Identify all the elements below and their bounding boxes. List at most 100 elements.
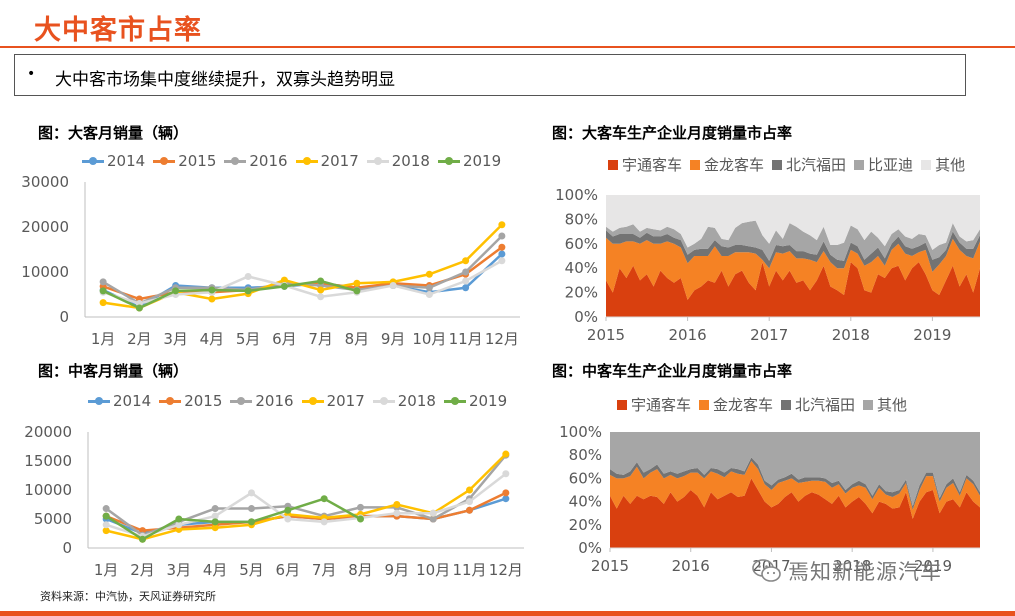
legend-swatch <box>690 159 701 170</box>
bullet-point: • <box>27 66 36 82</box>
legend-label: 2016 <box>255 392 294 410</box>
legend-marker <box>159 396 182 405</box>
data-point-2019 <box>357 515 364 523</box>
legend-item-2019: 2019 <box>443 392 508 410</box>
legend-label: 北汽福田 <box>795 396 856 414</box>
legend-item-比亚迪: 比亚迪 <box>854 154 913 175</box>
x-tick-label: 2017 <box>750 326 788 344</box>
area-series-比亚迪 <box>606 220 980 261</box>
data-point-2017 <box>317 286 325 294</box>
data-point-2018 <box>244 273 252 280</box>
x-tick-label: 3月 <box>163 330 188 348</box>
y-tick-label: 100% <box>559 423 602 441</box>
chart-title-medium-bus-sales: 图：中客月销量（辆） <box>38 362 189 380</box>
y-tick-label: 0 <box>59 308 69 326</box>
data-point-2017 <box>280 276 288 284</box>
data-point-2018 <box>175 521 183 529</box>
area-series-宇通客车 <box>610 478 980 548</box>
data-point-2017 <box>393 501 401 508</box>
legend-marker <box>443 396 466 405</box>
y-tick-label: 20% <box>569 516 602 534</box>
x-tick-label: 2019 <box>914 557 952 575</box>
data-point-2014 <box>498 250 506 258</box>
legend-label: 2018 <box>397 392 436 410</box>
legend-label: 2018 <box>391 152 430 170</box>
legend-label: 金龙客车 <box>713 396 774 414</box>
x-tick-label: 9月 <box>381 330 406 348</box>
x-tick-label: 2018 <box>832 326 870 344</box>
area-series-其他 <box>606 195 980 250</box>
source-note: 资料来源：中汽协，天风证券研究所 <box>40 590 216 603</box>
data-point-2015 <box>466 506 473 514</box>
legend-swatch <box>617 399 627 410</box>
data-point-2016 <box>498 232 506 240</box>
legend-marker <box>437 156 460 165</box>
series-line-2019 <box>102 279 358 310</box>
data-point-2017 <box>211 524 219 532</box>
y-tick-label: 10000 <box>24 481 72 499</box>
legend-label: 2016 <box>249 152 288 170</box>
x-tick-label: 2017 <box>752 557 790 575</box>
series-line-2017 <box>105 453 507 541</box>
data-point-2017 <box>498 221 506 229</box>
legend-item-2017: 2017 <box>301 392 365 410</box>
legend-label: 2019 <box>468 392 508 410</box>
x-tick-label: 8月 <box>345 330 370 348</box>
area-series-其他 <box>610 432 980 507</box>
series-line-2015 <box>105 491 507 532</box>
x-tick-label: 5月 <box>236 330 261 348</box>
data-point-2017 <box>353 279 361 287</box>
legend-medium-bus-share: 宇通客车 金龙客车 北汽福田 其他 <box>617 394 915 415</box>
x-tick-label: 11月 <box>449 330 483 348</box>
legend-swatch <box>772 159 783 170</box>
chart-title-large-bus-share: 图：大客车生产企业月度销量市占率 <box>552 124 793 142</box>
data-point-2019 <box>280 282 288 290</box>
legend-item-2016: 2016 <box>224 152 288 170</box>
y-tick-label: 15000 <box>24 452 72 470</box>
y-tick-label: 40% <box>565 259 598 277</box>
data-point-2014 <box>502 495 510 503</box>
wechat-icon <box>752 559 781 582</box>
x-tick-label: 1月 <box>94 561 119 579</box>
data-point-2016 <box>102 505 110 513</box>
data-point-2015 <box>502 489 510 497</box>
y-tick-label: 80% <box>565 210 598 228</box>
x-tick-label: 12月 <box>489 561 523 579</box>
data-point-2019 <box>175 515 183 523</box>
y-tick-label: 60% <box>565 235 598 253</box>
data-point-2016 <box>357 503 364 511</box>
legend-large-bus-sales: 2014 2015 2016 2017 2018 2019 <box>82 152 509 170</box>
series-line-2018 <box>102 259 503 305</box>
data-point-2018 <box>498 257 506 265</box>
legend-item-2014: 2014 <box>88 392 151 410</box>
data-point-2017 <box>466 486 473 494</box>
legend-label: 2015 <box>184 392 223 410</box>
data-point-2016 <box>462 268 470 276</box>
legend-item-2016: 2016 <box>230 392 294 410</box>
data-point-2019 <box>99 287 107 295</box>
title-rule <box>0 46 1015 48</box>
legend-swatch <box>699 399 710 410</box>
y-tick-label: 80% <box>569 446 602 464</box>
data-point-2017 <box>502 450 510 458</box>
legend-marker <box>295 156 318 165</box>
legend-label: 2017 <box>326 392 365 410</box>
x-tick-label: 5月 <box>239 561 264 579</box>
y-tick-label: 5000 <box>34 510 72 528</box>
x-tick-label: 2月 <box>127 330 152 348</box>
y-tick-label: 10000 <box>21 263 69 281</box>
legend-item-金龙客车: 金龙客车 <box>699 394 773 415</box>
legend-label: 宇通客车 <box>622 156 683 174</box>
legend-item-2017: 2017 <box>295 152 359 170</box>
legend-marker <box>301 396 324 405</box>
legend-item-北汽福田: 北汽福田 <box>781 394 855 415</box>
data-point-2018 <box>425 291 433 298</box>
x-tick-label: 12月 <box>485 330 519 348</box>
data-point-2018 <box>502 470 510 478</box>
data-point-2018 <box>320 518 328 526</box>
x-tick-label: 6月 <box>276 561 301 579</box>
x-tick-label: 10月 <box>412 330 446 348</box>
data-point-2018 <box>466 498 473 506</box>
area-series-北汽福田 <box>606 230 980 272</box>
x-tick-label: 11月 <box>452 561 486 579</box>
